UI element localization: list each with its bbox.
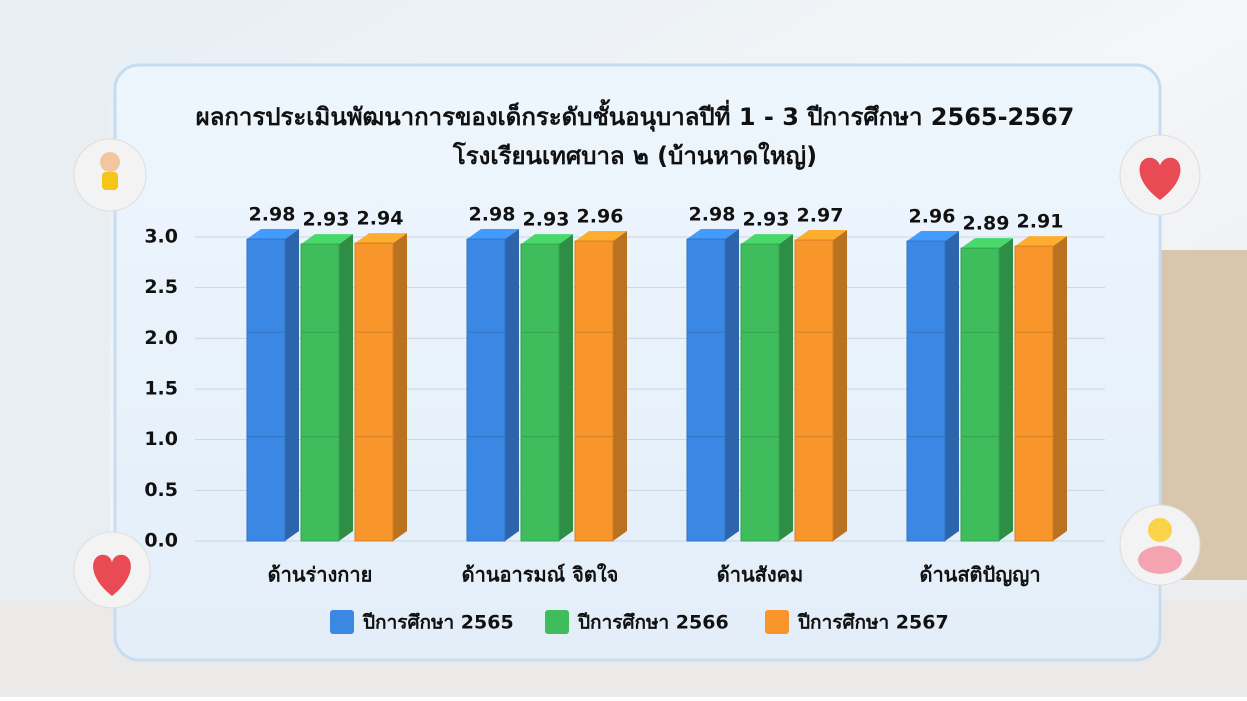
bar-side <box>725 229 739 541</box>
value-label: 2.93 <box>303 209 350 231</box>
bar-side <box>779 234 793 542</box>
y-tick-label: 1.0 <box>144 428 178 450</box>
value-label: 2.96 <box>909 206 956 228</box>
x-tick-label: ด้านอารมณ์ จิตใจ <box>462 563 619 587</box>
bar-front <box>466 238 506 542</box>
y-tick-label: 3.0 <box>144 226 178 248</box>
bar-side <box>945 231 959 541</box>
value-label: 2.91 <box>1017 211 1064 233</box>
value-label: 2.96 <box>577 206 624 228</box>
x-tick-label: ด้านสติปัญญา <box>919 563 1040 587</box>
y-tick-label: 0.0 <box>144 530 178 552</box>
bar <box>246 229 299 542</box>
bar <box>520 234 573 542</box>
legend-swatch <box>545 610 569 634</box>
bar-front <box>960 247 1000 542</box>
bar-top <box>741 234 793 245</box>
bar-front <box>686 238 726 542</box>
bar <box>906 231 959 542</box>
value-label: 2.98 <box>249 204 296 226</box>
bar <box>300 234 353 542</box>
bar-top <box>907 231 959 242</box>
decor-heart <box>1119 134 1201 216</box>
bar-front <box>354 242 394 542</box>
bar-front <box>740 243 780 542</box>
bar-front <box>520 243 560 542</box>
bar <box>466 229 519 542</box>
bar-front <box>794 239 834 542</box>
bar-top <box>1015 236 1067 247</box>
bar-side <box>1053 236 1067 541</box>
bar-front <box>300 243 340 542</box>
x-tick-label: ด้านสังคม <box>717 563 803 587</box>
bar-side <box>999 238 1013 541</box>
chart-title: ผลการประเมินพัฒนาการของเด็กระดับชั้นอนุบ… <box>196 98 1075 133</box>
chart-subtitle: โรงเรียนเทศบาล ๒ (บ้านหาดใหญ่) <box>452 141 817 170</box>
bar-front <box>574 240 614 542</box>
bar <box>1014 236 1067 542</box>
bar <box>960 238 1013 542</box>
bar <box>574 231 627 542</box>
y-tick-label: 2.5 <box>144 276 178 298</box>
value-label: 2.98 <box>689 204 736 226</box>
bar-front <box>246 238 286 542</box>
bar-top <box>795 230 847 241</box>
bar-top <box>467 229 519 240</box>
bar-side <box>613 231 627 541</box>
bar-front <box>906 240 946 542</box>
bar-side <box>339 234 353 542</box>
bar-side <box>393 233 407 541</box>
value-label: 2.94 <box>357 208 404 230</box>
value-label: 2.98 <box>469 204 516 226</box>
value-label: 2.97 <box>797 205 844 227</box>
bar-side <box>505 229 519 541</box>
bar-top <box>961 238 1013 249</box>
bar-top <box>687 229 739 240</box>
decor-brain <box>1119 504 1201 586</box>
bar <box>794 230 847 542</box>
bar-top <box>575 231 627 242</box>
bar-top <box>521 234 573 245</box>
decor-heart <box>73 531 151 609</box>
decor-runner <box>73 138 147 212</box>
bar-front <box>1014 245 1054 542</box>
value-label: 2.89 <box>963 213 1010 235</box>
bar <box>686 229 739 542</box>
bar-top <box>355 233 407 244</box>
y-tick-label: 1.5 <box>144 378 178 400</box>
legend-label: ปีการศึกษา 2566 <box>577 612 728 634</box>
legend-label: ปีการศึกษา 2567 <box>797 612 948 634</box>
legend-label: ปีการศึกษา 2565 <box>362 612 513 634</box>
bar-side <box>833 230 847 542</box>
legend-swatch <box>330 610 354 634</box>
bar-side <box>559 234 573 542</box>
bar-side <box>285 229 299 541</box>
value-label: 2.93 <box>523 209 570 231</box>
bar-top <box>247 229 299 240</box>
value-label: 2.93 <box>743 209 790 231</box>
bar-top <box>301 234 353 245</box>
y-tick-label: 2.0 <box>144 327 178 349</box>
y-tick-label: 0.5 <box>144 479 178 501</box>
bar <box>740 234 793 542</box>
legend-swatch <box>765 610 789 634</box>
bar <box>354 233 407 542</box>
x-tick-label: ด้านร่างกาย <box>268 563 373 587</box>
